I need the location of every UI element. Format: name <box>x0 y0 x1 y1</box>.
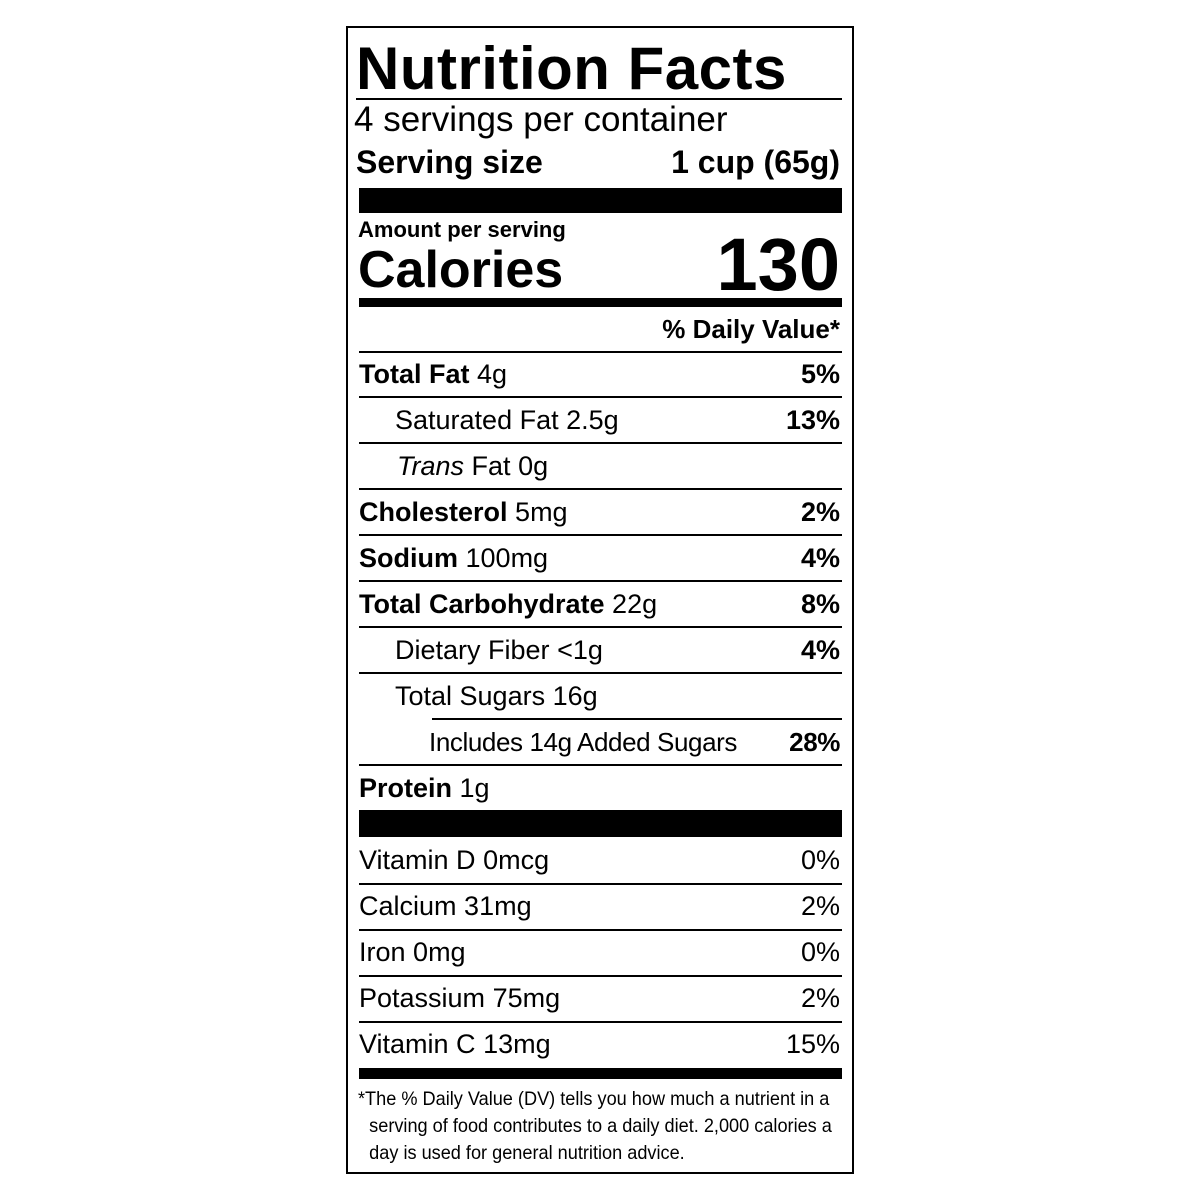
nutrient-dv: 4% <box>800 542 840 573</box>
medium-bar <box>359 298 842 307</box>
rule <box>356 98 842 100</box>
nutrient-amount: <1g <box>557 634 603 665</box>
rule <box>359 672 842 674</box>
thick-bar <box>359 810 842 837</box>
servings: 4 servings per container <box>354 100 728 139</box>
vitamin-amount: 13mg <box>483 1028 551 1059</box>
nutrient-name: Saturated Fat <box>395 404 559 435</box>
rule <box>359 764 842 766</box>
nutrient-name: Cholesterol <box>359 496 508 527</box>
nutrient-row: Dietary Fiber <1g 4% <box>359 628 840 672</box>
rule <box>359 883 842 885</box>
nutrient-dv: 2% <box>800 496 840 527</box>
vitamin-amount: 75mg <box>492 982 561 1013</box>
medium-bar <box>359 1068 842 1079</box>
rule <box>359 580 842 582</box>
serving-size-value: 1 cup (65g) <box>671 144 840 180</box>
nutrient-row: Total Carbohydrate 22g 8% <box>359 582 840 626</box>
rule <box>359 975 842 977</box>
nutrient-row: Trans Fat 0g <box>359 444 840 488</box>
vitamin-row: Potassium 75mg 2% <box>359 976 840 1020</box>
vitamin-row: Vitamin D 0mcg 0% <box>359 838 840 882</box>
nutrient-row: Protein 1g <box>359 766 840 810</box>
rule <box>359 1021 842 1023</box>
thick-bar <box>359 188 842 213</box>
calories-value: 130 <box>716 223 840 306</box>
footnote: *The % Daily Value (DV) tells you how mu… <box>358 1088 832 1164</box>
vitamin-amount: 0mg <box>413 936 466 967</box>
rule <box>432 718 842 720</box>
vitamin-row: Iron 0mg 0% <box>359 930 840 974</box>
nutrient-amount: 5mg <box>515 496 568 527</box>
vitamin-name: Iron <box>359 936 406 967</box>
nutrient-row: Total Fat 4g 5% <box>359 352 840 396</box>
calories-label: Calories <box>358 241 564 299</box>
nutrient-name: Sodium <box>359 542 458 573</box>
rule <box>359 488 842 490</box>
rule <box>359 442 842 444</box>
nutrient-amount: 4g <box>477 358 508 389</box>
amount-per-serving: Amount per serving <box>358 217 566 242</box>
vitamin-name: Calcium <box>359 890 457 921</box>
serving-size-label: Serving size <box>356 144 543 180</box>
rule <box>359 534 842 536</box>
nutrient-name-italic: Trans <box>397 450 465 481</box>
nutrient-dv: 28% <box>789 726 840 757</box>
rule <box>359 396 842 398</box>
nutrient-amount: 22g <box>612 588 658 619</box>
nutrient-amount: 1g <box>459 772 490 803</box>
vitamin-dv: 15% <box>785 1028 840 1059</box>
vitamin-dv: 2% <box>800 890 840 921</box>
vitamin-name: Potassium <box>359 982 486 1013</box>
nutrient-name: Fat <box>471 450 511 481</box>
rule <box>359 626 842 628</box>
nutrient-row: Sodium 100mg 4% <box>359 536 840 580</box>
rule <box>359 929 842 931</box>
nutrient-dv: 5% <box>800 358 840 389</box>
nutrient-dv: 4% <box>800 634 840 665</box>
nutrient-name: Total Fat <box>359 358 470 389</box>
nutrient-amount: 0g <box>518 450 549 481</box>
vitamin-row: Calcium 31mg 2% <box>359 884 840 928</box>
nutrient-name: Includes 14g Added Sugars <box>429 726 738 757</box>
nutrient-row: Saturated Fat 2.5g 13% <box>359 398 840 442</box>
vitamin-dv: 0% <box>800 936 840 967</box>
rule <box>359 351 842 353</box>
vitamin-row: Vitamin C 13mg 15% <box>359 1022 840 1066</box>
vitamin-amount: 31mg <box>464 890 532 921</box>
title: Nutrition Facts <box>356 35 787 102</box>
nutrient-row: Total Sugars 16g <box>359 674 840 718</box>
vitamin-dv: 0% <box>800 844 840 875</box>
nutrition-label: Nutrition Facts 4 servings per container… <box>346 26 854 1174</box>
nutrient-amount: 2.5g <box>566 404 619 435</box>
vitamin-name: Vitamin C <box>359 1028 476 1059</box>
nutrient-name: Total Carbohydrate <box>359 588 605 619</box>
nutrient-amount: 100mg <box>465 542 549 573</box>
vitamin-dv: 2% <box>800 982 840 1013</box>
daily-value-header: % Daily Value* <box>662 314 840 344</box>
nutrient-row: Cholesterol 5mg 2% <box>359 490 840 534</box>
nutrient-row: Includes 14g Added Sugars 28% <box>359 720 840 764</box>
vitamin-amount: 0mcg <box>483 844 550 875</box>
nutrient-dv: 13% <box>785 404 840 435</box>
nutrient-name: Dietary Fiber <box>395 634 550 665</box>
vitamin-name: Vitamin D <box>359 844 476 875</box>
nutrient-dv: 8% <box>800 588 840 619</box>
nutrient-amount: 16g <box>552 680 598 711</box>
nutrient-name: Protein <box>359 772 453 803</box>
nutrient-name: Total Sugars <box>395 680 546 711</box>
